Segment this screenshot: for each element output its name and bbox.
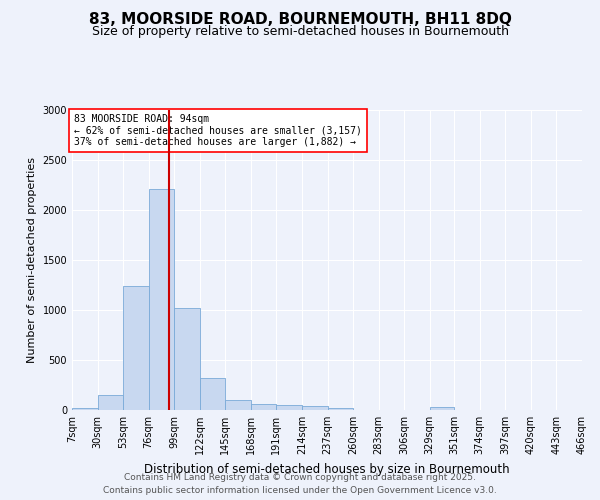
Bar (430, 406, 454, 410)
Bar (98, 394, 123, 410)
Bar (226, 400, 251, 410)
Text: 83 MOORSIDE ROAD: 94sqm
← 62% of semi-detached houses are smaller (3,157)
37% of: 83 MOORSIDE ROAD: 94sqm ← 62% of semi-de… (74, 114, 362, 147)
Bar (123, 286, 149, 410)
Bar (251, 404, 277, 410)
Bar (200, 378, 226, 410)
Bar (174, 308, 200, 410)
Bar (149, 189, 174, 410)
Text: 83, MOORSIDE ROAD, BOURNEMOUTH, BH11 8DQ: 83, MOORSIDE ROAD, BOURNEMOUTH, BH11 8DQ (89, 12, 511, 28)
Bar (72, 408, 98, 410)
Bar (302, 406, 328, 410)
Bar (328, 408, 353, 410)
X-axis label: Distribution of semi-detached houses by size in Bournemouth: Distribution of semi-detached houses by … (144, 462, 510, 475)
Text: Contains HM Land Registry data © Crown copyright and database right 2025.
Contai: Contains HM Land Registry data © Crown c… (103, 474, 497, 495)
Text: Size of property relative to semi-detached houses in Bournemouth: Size of property relative to semi-detach… (91, 25, 509, 38)
Y-axis label: Number of semi-detached properties: Number of semi-detached properties (27, 157, 37, 363)
Bar (277, 404, 302, 410)
